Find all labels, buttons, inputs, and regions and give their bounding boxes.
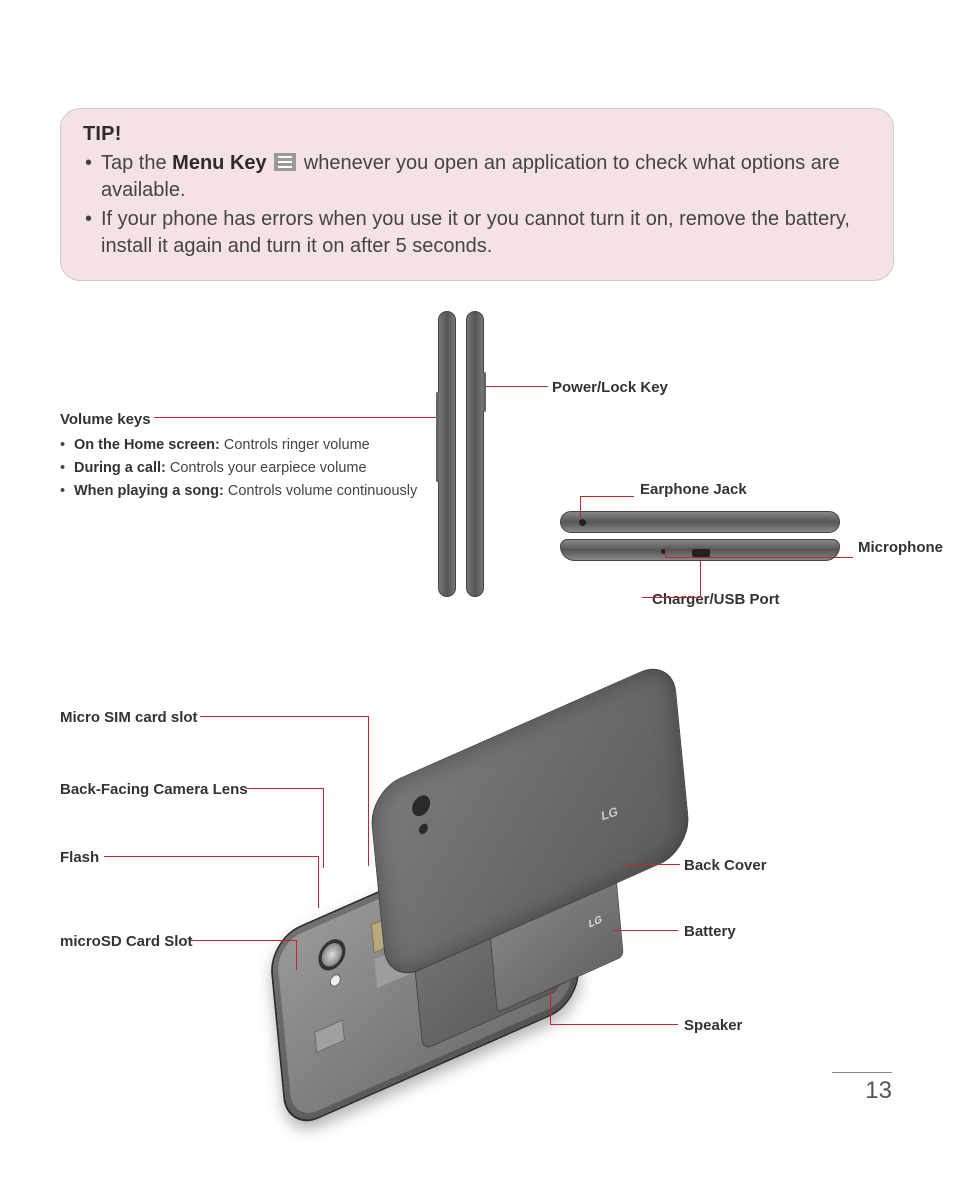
leader-sd (190, 940, 296, 941)
leader-charger-v (700, 561, 701, 597)
leader-power (486, 386, 548, 387)
leader-cam (246, 788, 323, 789)
leader-sim (200, 716, 368, 717)
earphone-jack-graphic (579, 519, 586, 526)
phone-top-view (560, 511, 840, 533)
vol-home-t: Controls ringer volume (220, 437, 370, 453)
usb-port-graphic (692, 549, 710, 557)
battery-logo: LG (588, 913, 602, 930)
tip-list: Tap the Menu Key whenever you open an ap… (83, 150, 871, 260)
flash-label: Flash (60, 849, 99, 866)
sim-label: Micro SIM card slot (60, 709, 198, 726)
volume-keys-label: Volume keys (60, 411, 151, 428)
vol-home: On the Home screen: Controls ringer volu… (60, 434, 460, 457)
cover-cam-hole (411, 792, 431, 819)
leader-volume (154, 417, 436, 418)
back-cover-label: Back Cover (684, 857, 767, 874)
manual-page: TIP! Tap the Menu Key whenever you open … (0, 0, 954, 1145)
power-button-graphic (483, 372, 486, 412)
tip1-bold: Menu Key (172, 152, 266, 174)
vol-home-b: On the Home screen: (74, 437, 220, 453)
leader-sp (550, 1024, 678, 1025)
phone-right-side-view (466, 311, 484, 597)
page-number-rule (832, 1072, 892, 1073)
tip1-pre: Tap the (101, 152, 172, 174)
sd-slot-graphic (314, 1019, 345, 1053)
tip-box: TIP! Tap the Menu Key whenever you open … (60, 108, 894, 281)
charger-label: Charger/USB Port (652, 591, 780, 608)
leader-mic-h (665, 557, 853, 558)
vol-song-t: Controls volume continuously (224, 483, 417, 499)
flash-graphic (329, 972, 341, 988)
vol-call-b: During a call: (74, 460, 166, 476)
leader-earphone-v (580, 496, 581, 518)
diagram-area: Volume keys On the Home screen: Controls… (60, 301, 894, 1201)
leader-sim-v (368, 716, 369, 866)
sd-label: microSD Card Slot (60, 933, 193, 950)
earphone-label: Earphone Jack (640, 481, 747, 498)
microphone-label: Microphone (858, 539, 943, 556)
leader-flash (104, 856, 318, 857)
leader-flash-v (318, 856, 319, 908)
leader-charger-h1 (642, 597, 700, 598)
page-number: 13 (865, 1077, 892, 1105)
power-lock-label: Power/Lock Key (552, 379, 668, 396)
volume-keys-block: Volume keys On the Home screen: Controls… (60, 411, 460, 504)
volume-keys-sublist: On the Home screen: Controls ringer volu… (60, 434, 460, 504)
vol-song-b: When playing a song: (74, 483, 224, 499)
battery-label: Battery (684, 923, 736, 940)
leader-mic-v (665, 549, 666, 557)
leader-backcover (626, 864, 680, 865)
camera-lens-graphic (317, 934, 347, 975)
leader-batt (614, 930, 678, 931)
camera-label: Back-Facing Camera Lens (60, 781, 248, 798)
leader-sp-v (550, 991, 551, 1024)
tip-title: TIP! (83, 123, 871, 146)
vol-call-t: Controls your earpiece volume (166, 460, 367, 476)
tip-item-1: Tap the Menu Key whenever you open an ap… (83, 150, 871, 204)
speaker-label: Speaker (684, 1017, 742, 1034)
leader-sd-v (296, 940, 297, 970)
tip-item-2: If your phone has errors when you use it… (83, 206, 871, 260)
leader-earphone-h (580, 496, 634, 497)
vol-call: During a call: Controls your earpiece vo… (60, 457, 460, 480)
back-cover-logo: LG (601, 804, 619, 824)
leader-cam-v (323, 788, 324, 868)
vol-song: When playing a song: Controls volume con… (60, 480, 460, 503)
menu-key-icon (274, 153, 296, 171)
